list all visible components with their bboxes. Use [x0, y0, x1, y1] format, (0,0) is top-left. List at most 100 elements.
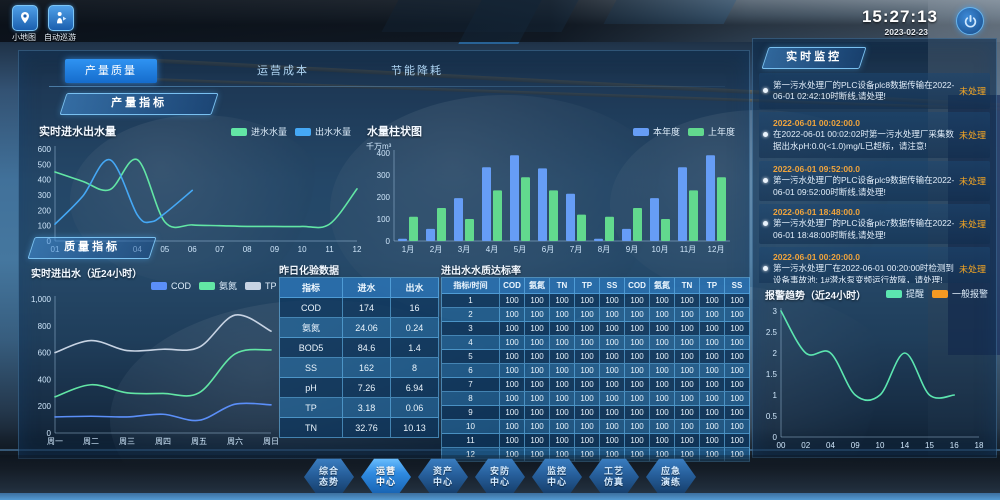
- nav-item-综合态势[interactable]: 综合 态势: [304, 458, 354, 496]
- top-bar: 小地图 自动巡游 15:27:13 2023-02-23: [0, 0, 1000, 42]
- tab-3[interactable]: 节能降耗: [391, 65, 443, 77]
- svg-text:200: 200: [38, 402, 52, 411]
- table-row: 10 100 100 100 100 100 100 100 100 100 100: [442, 420, 750, 434]
- auto-tour-button[interactable]: [48, 5, 74, 31]
- table-cell: 100: [550, 434, 575, 448]
- table-row: 4 100 100 100 100 100 100 100 100 100 100: [442, 336, 750, 350]
- table-cell: 84.6: [343, 338, 391, 358]
- alarm-item[interactable]: 2022-06-01 00:20:00.0 第一污水处理厂在2022-06-01 …: [759, 247, 990, 283]
- table-cell: 100: [650, 378, 675, 392]
- table-cell: 100: [725, 364, 750, 378]
- alarm-status-badge[interactable]: 未处理: [958, 130, 986, 141]
- alarm-item[interactable]: 2022-06-01 18:48:00.0 第一污水处理厂的PLC设备plc7数据…: [759, 204, 990, 244]
- alarm-status-badge[interactable]: 未处理: [958, 86, 986, 97]
- table-cell: 100: [600, 322, 625, 336]
- table-cell: 100: [725, 350, 750, 364]
- table-cell: 100: [625, 420, 650, 434]
- svg-text:10月: 10月: [652, 245, 669, 254]
- table-cell: 100: [600, 378, 625, 392]
- table-cell: 100: [500, 294, 525, 308]
- flow-chart-legend: 进水水量 出水水量: [231, 125, 351, 138]
- alarm-status-badge[interactable]: 未处理: [958, 219, 986, 230]
- table-cell: 5: [442, 350, 500, 364]
- column-header: SS: [600, 278, 625, 294]
- bottom-navigation: 综合 态势 运营 中心 资产 中心 安防 中心 监控 中心 工艺 仿真 应急 演练: [0, 455, 1000, 500]
- table-row: 11 100 100 100 100 100 100 100 100 100 100: [442, 434, 750, 448]
- table-cell: 7.26: [343, 378, 391, 398]
- alarm-bullet-icon: [763, 266, 768, 271]
- legend-swatch: [931, 289, 948, 298]
- lab-table-title: 昨日化验数据: [279, 266, 339, 277]
- table-cell: 100: [550, 308, 575, 322]
- svg-text:1,000: 1,000: [31, 295, 52, 304]
- table-cell: 100: [650, 350, 675, 364]
- table-cell: 100: [625, 434, 650, 448]
- alarm-item[interactable]: 2022-06-01 00:02:00.0 在2022-06-01 00:02:0…: [759, 112, 990, 158]
- alarm-item[interactable]: 2022-06-01 09:52:00.0 第一污水处理厂的PLC设备plc9数据…: [759, 161, 990, 201]
- svg-text:6月: 6月: [542, 245, 554, 254]
- table-cell: 100: [525, 322, 550, 336]
- power-button[interactable]: [956, 7, 984, 35]
- table-cell: 100: [625, 294, 650, 308]
- tab-1[interactable]: 产量质量: [65, 59, 157, 83]
- nav-item-工艺仿真[interactable]: 工艺 仿真: [589, 458, 639, 496]
- table-cell: 6.94: [391, 378, 439, 398]
- tab-2[interactable]: 运营成本: [257, 65, 309, 77]
- compliance-table-title: 进出水水质达标率: [441, 266, 521, 277]
- table-cell: 100: [650, 392, 675, 406]
- nav-item-资产中心[interactable]: 资产 中心: [418, 458, 468, 496]
- svg-text:3: 3: [773, 307, 778, 316]
- svg-text:2: 2: [773, 349, 778, 358]
- svg-text:300: 300: [377, 171, 391, 180]
- table-cell: 100: [700, 350, 725, 364]
- svg-text:1月: 1月: [402, 245, 414, 254]
- table-row: 1 100 100 100 100 100 100 100 100 100 100: [442, 294, 750, 308]
- svg-text:周二: 周二: [83, 437, 99, 446]
- table-cell: 100: [675, 434, 700, 448]
- table-row: 2 100 100 100 100 100 100 100 100 100 100: [442, 308, 750, 322]
- minimap-button[interactable]: [12, 5, 38, 31]
- alarm-item[interactable]: 第一污水处理厂的PLC设备plc8数据传输在2022-06-01 02:42:1…: [759, 73, 990, 109]
- alarm-timestamp: 2022-06-01 18:48:00.0: [773, 207, 860, 218]
- table-cell: 2: [442, 308, 500, 322]
- legend-swatch: [199, 281, 215, 290]
- table-cell: 1.4: [391, 338, 439, 358]
- table-cell: 100: [700, 308, 725, 322]
- svg-text:800: 800: [38, 322, 52, 331]
- alarm-message: 在2022-06-01 00:02:02时第一污水处理厂采集数据出水pH:0.0…: [773, 129, 954, 151]
- table-cell: 4: [442, 336, 500, 350]
- legend-swatch: [295, 127, 312, 136]
- alarm-status-badge[interactable]: 未处理: [958, 264, 986, 275]
- table-cell: 100: [500, 350, 525, 364]
- table-cell: 100: [550, 364, 575, 378]
- legend-swatch: [687, 127, 704, 136]
- column-header: TN: [550, 278, 575, 294]
- alarm-timestamp: 2022-06-01 00:20:00.0: [773, 252, 860, 263]
- svg-text:12月: 12月: [708, 245, 725, 254]
- table-cell: 100: [550, 406, 575, 420]
- table-cell: 100: [675, 406, 700, 420]
- legend-label: COD: [171, 280, 191, 291]
- nav-item-应急演练[interactable]: 应急 演练: [646, 458, 696, 496]
- legend-swatch: [231, 127, 247, 136]
- svg-text:周一: 周一: [47, 437, 63, 446]
- table-cell: 100: [550, 392, 575, 406]
- legend-item: 本年度: [632, 125, 680, 138]
- column-header: 氨氮: [525, 278, 550, 294]
- legend-label: 出水水量: [315, 127, 352, 137]
- svg-text:04: 04: [826, 441, 835, 450]
- legend-item: 上年度: [687, 125, 735, 138]
- svg-text:12: 12: [353, 245, 362, 254]
- nav-item-监控中心[interactable]: 监控 中心: [532, 458, 582, 496]
- table-cell: 100: [525, 392, 550, 406]
- alarm-message: 第一污水处理厂的PLC设备plc9数据传输在2022-06-01 09:52:0…: [773, 175, 955, 197]
- alarm-bullet-icon: [763, 132, 768, 137]
- nav-item-安防中心[interactable]: 安防 中心: [475, 458, 525, 496]
- alarm-status-badge[interactable]: 未处理: [958, 176, 986, 187]
- table-cell: 11: [442, 434, 500, 448]
- table-cell: 100: [700, 420, 725, 434]
- nav-item-运营中心[interactable]: 运营 中心: [361, 458, 411, 496]
- table-cell: 32.76: [343, 418, 391, 438]
- table-cell: 100: [700, 364, 725, 378]
- table-cell: 100: [600, 336, 625, 350]
